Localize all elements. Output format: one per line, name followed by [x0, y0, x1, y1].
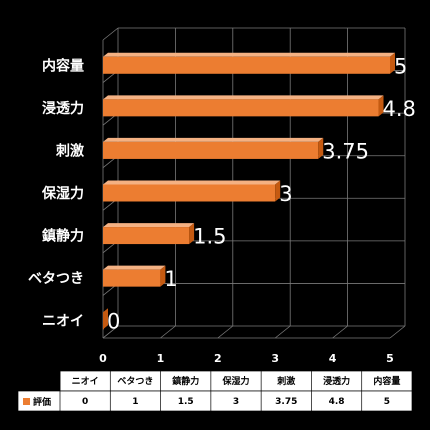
- data-label: 3.75: [322, 139, 369, 163]
- bar: [103, 141, 319, 159]
- table-value-cell: 4.8: [329, 397, 345, 407]
- legend-swatch: [23, 398, 30, 405]
- bar-end: [160, 265, 166, 287]
- legend-series-name: 評価: [33, 396, 51, 408]
- category-label: 刺激: [56, 142, 84, 159]
- gridline-side: [102, 325, 119, 339]
- x-tick-label: 5: [386, 352, 394, 365]
- data-label: 4.8: [383, 97, 416, 121]
- bars: [103, 52, 395, 330]
- data-label: 3: [279, 182, 292, 206]
- table-value-row: [17, 390, 413, 412]
- table-header-cell: 鎮静力: [172, 375, 199, 387]
- gridline-floor: [274, 325, 291, 339]
- category-label: 鎮静力: [42, 228, 84, 245]
- table-value-cell: 3: [233, 397, 239, 407]
- category-label: 内容量: [42, 57, 84, 74]
- x-tick-label: 4: [329, 352, 337, 365]
- gridline-side: [102, 27, 119, 41]
- table-value-cell: 1.5: [178, 397, 194, 407]
- bar-end: [390, 52, 395, 74]
- category-label: 保湿力: [41, 185, 84, 202]
- bar: [103, 227, 190, 245]
- bar: [103, 99, 379, 117]
- table-header-cell: 浸透力: [323, 375, 350, 387]
- table-header-cell: 保湿力: [221, 375, 249, 387]
- bar: [103, 269, 161, 287]
- bar-top: [103, 95, 384, 100]
- data-label: 1: [164, 267, 177, 291]
- category-label: ベタつき: [28, 271, 84, 287]
- bar-top: [103, 137, 324, 142]
- bar-end: [378, 95, 384, 117]
- data-label: 5: [394, 54, 407, 78]
- table-value-cell: 5: [384, 397, 390, 407]
- category-label: ニオイ: [42, 314, 84, 330]
- bar-top: [103, 265, 166, 270]
- table-value-cell: 3.75: [275, 397, 297, 407]
- bar-top: [103, 180, 281, 185]
- bar: [103, 184, 276, 202]
- data-table: ニオイ 0 ベタつき 1 鎮静力 1.5 保湿力 3 刺激 3.75 浸透力 4.8 内容量 5 評価: [17, 370, 413, 412]
- table-value-cell: 1: [132, 397, 138, 407]
- table-header-cell: 内容量: [373, 375, 400, 387]
- data-label: 1.5: [193, 225, 226, 249]
- table-header-cell: ベタつき: [117, 375, 153, 387]
- bar-top: [103, 223, 195, 228]
- table-value-cell: 0: [82, 397, 88, 407]
- bar-end: [318, 137, 324, 159]
- gridline-floor: [389, 325, 406, 339]
- x-tick-label: 2: [214, 352, 222, 365]
- x-tick-label: 3: [271, 352, 279, 365]
- table-header-cell: 刺激: [276, 375, 295, 387]
- bar: [103, 56, 390, 74]
- bar-end: [189, 223, 195, 245]
- x-tick-label: 1: [157, 352, 165, 365]
- bar-end: [103, 308, 108, 330]
- bar-end: [275, 180, 281, 202]
- table-header-cell: ニオイ: [72, 376, 99, 387]
- gridline-floor: [160, 325, 176, 339]
- bar-top: [103, 52, 395, 57]
- data-label: 0: [107, 310, 120, 334]
- gridline-floor: [217, 325, 234, 339]
- x-tick-label: 0: [99, 352, 107, 365]
- gridline-floor: [332, 325, 348, 339]
- category-label: 浸透力: [42, 100, 84, 117]
- labels: ニオイ 0 ベタつき 1 鎮静力 1.5 保湿力 3 刺激 3.75 浸透力 4.8 内容量 5 0 1 2 3 4…: [28, 54, 416, 365]
